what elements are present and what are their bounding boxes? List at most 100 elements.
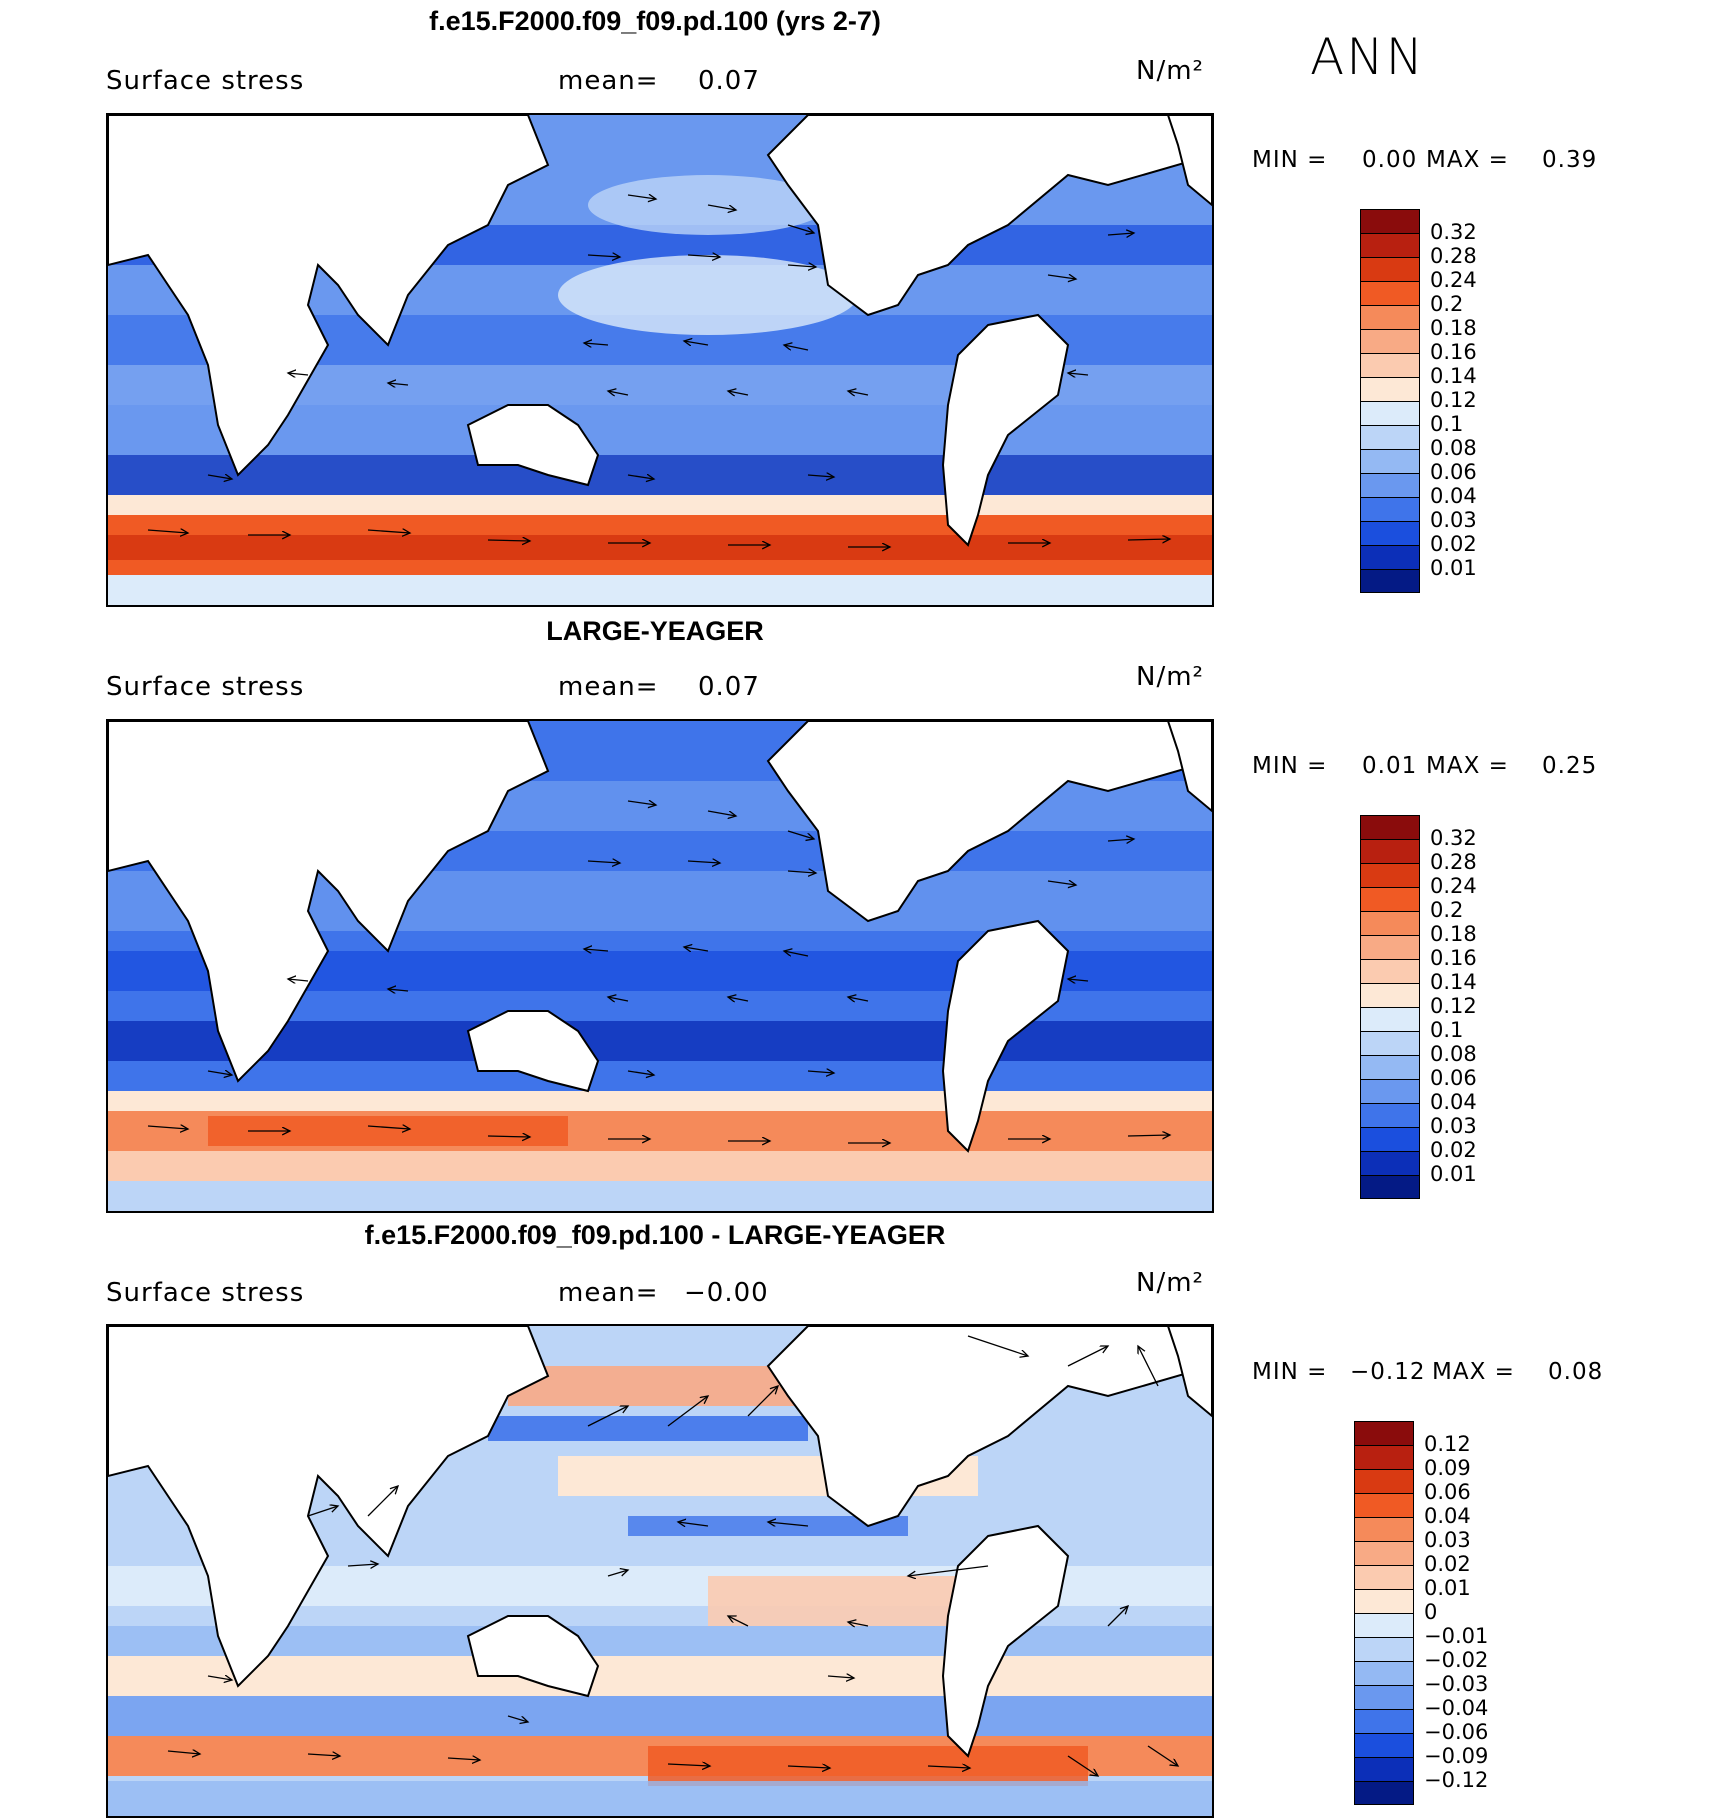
- colorbar-frame: [1354, 1421, 1414, 1805]
- colorbar-tick-label: 0.08: [1430, 1042, 1477, 1066]
- panel-3-max-value: 0.08: [1548, 1359, 1604, 1385]
- panel-2-variable: Surface stress: [106, 672, 305, 702]
- colorbar-tick-label: −0.02: [1424, 1648, 1489, 1672]
- panel-3-mean-label: mean=: [558, 1278, 659, 1308]
- panel-2-max-value: 0.25: [1542, 753, 1598, 779]
- panel-1-units: N/m²: [1136, 56, 1204, 86]
- colorbar-swatch: [1354, 1781, 1414, 1805]
- panel-2-map-svg: [108, 721, 1212, 1211]
- colorbar-tick-label: −0.09: [1424, 1744, 1489, 1768]
- colorbar-frame: [1360, 815, 1420, 1199]
- colorbar-tick-label: 0.01: [1430, 1162, 1477, 1186]
- colorbar-tick-label: 0.1: [1430, 412, 1464, 436]
- colorbar-tick-label: 0.02: [1424, 1552, 1471, 1576]
- colorbar-swatch: [1360, 281, 1420, 305]
- colorbar-swatch: [1360, 911, 1420, 935]
- panel-1-map-svg: [108, 115, 1212, 605]
- colorbar-tick-label: 0.32: [1430, 220, 1477, 244]
- panel-2-max-label: MAX =: [1426, 753, 1509, 779]
- colorbar-swatch: [1360, 569, 1420, 593]
- colorbar-tick-label: 0.01: [1424, 1576, 1471, 1600]
- colorbar-tick-label: 0.28: [1430, 850, 1477, 874]
- colorbar-tick-label: 0.04: [1424, 1504, 1471, 1528]
- colorbar-swatch: [1360, 935, 1420, 959]
- panel-1-variable: Surface stress: [106, 66, 305, 96]
- colorbar-swatch: [1360, 1127, 1420, 1151]
- colorbar-swatch: [1360, 401, 1420, 425]
- colorbar-tick-label: 0.2: [1430, 292, 1464, 316]
- season-label: ANN: [1310, 28, 1426, 86]
- colorbar-swatch: [1360, 473, 1420, 497]
- panel-1-mean-value: 0.07: [698, 66, 760, 96]
- panel-3-map-svg: [108, 1326, 1212, 1816]
- colorbar-swatch: [1360, 233, 1420, 257]
- panel-3-title: f.e15.F2000.f09_f09.pd.100 - LARGE-YEAGE…: [364, 1220, 946, 1250]
- colorbar-swatch: [1354, 1661, 1414, 1685]
- colorbar-swatch: [1354, 1469, 1414, 1493]
- colorbar-tick-label: 0.06: [1430, 460, 1477, 484]
- colorbar-tick-label: 0.2: [1430, 898, 1464, 922]
- panel-2-min-value: 0.01: [1362, 753, 1418, 779]
- colorbar-tick-label: 0.03: [1424, 1528, 1471, 1552]
- colorbar-swatch: [1360, 377, 1420, 401]
- panel-1-map: [106, 113, 1214, 607]
- colorbar-swatch: [1360, 1031, 1420, 1055]
- colorbar-swatch: [1354, 1517, 1414, 1541]
- colorbar-swatch: [1360, 983, 1420, 1007]
- colorbar-tick-label: 0.16: [1430, 946, 1477, 970]
- panel-1-mean-label: mean=: [558, 66, 659, 96]
- colorbar-swatch: [1360, 353, 1420, 377]
- colorbar-tick-label: 0.14: [1430, 970, 1477, 994]
- colorbar-tick-label: 0.12: [1424, 1432, 1471, 1456]
- colorbar-swatch: [1354, 1445, 1414, 1469]
- colorbar-tick-label: 0.08: [1430, 436, 1477, 460]
- colorbar-tick-label: 0.16: [1430, 340, 1477, 364]
- colorbar-swatch: [1360, 1175, 1420, 1199]
- panel-2-mean-label: mean=: [558, 672, 659, 702]
- panel-3-min-value: −0.12: [1350, 1359, 1426, 1385]
- colorbar-swatch: [1360, 959, 1420, 983]
- colorbar-swatch: [1354, 1709, 1414, 1733]
- colorbar-swatch: [1354, 1757, 1414, 1781]
- colorbar-tick-label: 0.02: [1430, 532, 1477, 556]
- colorbar-tick-label: 0.06: [1430, 1066, 1477, 1090]
- panel-2-map: [106, 719, 1214, 1213]
- colorbar-tick-label: −0.03: [1424, 1672, 1489, 1696]
- panel-3-map: [106, 1324, 1214, 1818]
- panel-1-max-label: MAX =: [1426, 147, 1509, 173]
- colorbar-swatch: [1354, 1541, 1414, 1565]
- colorbar-swatch: [1360, 1007, 1420, 1031]
- colorbar-tick-label: 0.03: [1430, 508, 1477, 532]
- colorbar-swatch: [1360, 863, 1420, 887]
- colorbar-tick-label: 0.01: [1430, 556, 1477, 580]
- panel-3-max-label: MAX =: [1432, 1359, 1515, 1385]
- colorbar-tick-label: 0.03: [1430, 1114, 1477, 1138]
- colorbar-swatch: [1354, 1613, 1414, 1637]
- colorbar-tick-label: 0.14: [1430, 364, 1477, 388]
- colorbar-tick-label: 0.12: [1430, 388, 1477, 412]
- colorbar-swatch: [1360, 545, 1420, 569]
- colorbar-tick-label: −0.01: [1424, 1624, 1489, 1648]
- panel-3-units: N/m²: [1136, 1268, 1204, 1298]
- panel-3-variable: Surface stress: [106, 1278, 305, 1308]
- colorbar-tick-label: 0.12: [1430, 994, 1477, 1018]
- panel-3-min-label: MIN =: [1252, 1359, 1328, 1385]
- colorbar-swatch: [1354, 1421, 1414, 1445]
- colorbar-tick-label: 0.24: [1430, 874, 1477, 898]
- colorbar-swatch: [1360, 815, 1420, 839]
- panel-2-title: LARGE-YEAGER: [546, 616, 764, 646]
- colorbar-swatch: [1354, 1637, 1414, 1661]
- colorbar-tick-label: 0.28: [1430, 244, 1477, 268]
- colorbar-tick-label: 0.09: [1424, 1456, 1471, 1480]
- panel-1-title: f.e15.F2000.f09_f09.pd.100 (yrs 2-7): [429, 6, 881, 36]
- colorbar-tick-label: −0.12: [1424, 1768, 1489, 1792]
- colorbar-tick-label: 0.06: [1424, 1480, 1471, 1504]
- colorbar-tick-label: 0.32: [1430, 826, 1477, 850]
- colorbar-swatch: [1360, 1151, 1420, 1175]
- colorbar-swatch: [1360, 329, 1420, 353]
- colorbar-swatch: [1360, 305, 1420, 329]
- colorbar-swatch: [1360, 887, 1420, 911]
- colorbar-swatch: [1354, 1589, 1414, 1613]
- colorbar-swatch: [1360, 497, 1420, 521]
- panel-2-units: N/m²: [1136, 662, 1204, 692]
